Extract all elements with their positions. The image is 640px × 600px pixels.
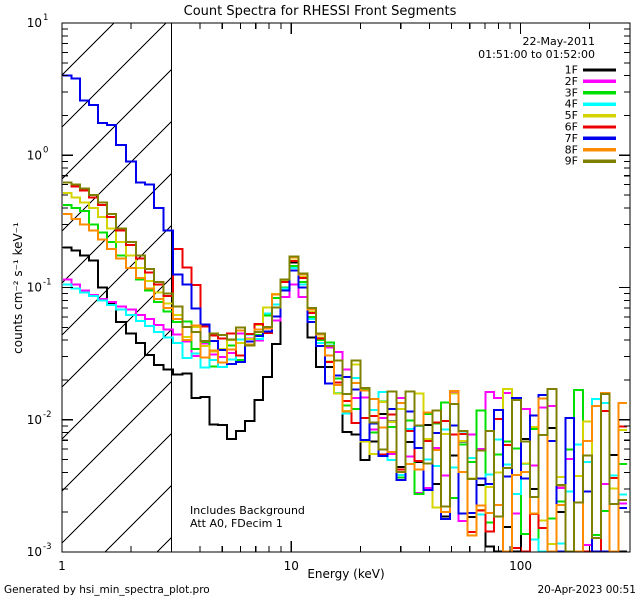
svg-text:10: 10	[27, 281, 42, 295]
legend-label-6f: 6F	[565, 121, 578, 134]
chart-title: Count Spectra for RHESSI Front Segments	[184, 4, 457, 19]
spectrum-line-6f	[62, 181, 628, 552]
x-tick-label: 10	[284, 559, 299, 573]
svg-text:-2: -2	[43, 410, 51, 420]
footer-generated-by: Generated by hsi_min_spectra_plot.pro	[4, 584, 210, 596]
svg-text:10: 10	[27, 545, 42, 559]
x-tick-label: 1	[58, 559, 66, 573]
x-axis-tick-labels: 1 10 100	[58, 559, 532, 573]
legend-label-3f: 3F	[565, 86, 578, 99]
spectrum-line-5f	[62, 191, 628, 552]
spectrum-line-3f	[62, 204, 628, 552]
y-tick-label: 10 -1	[27, 278, 52, 295]
hatch-line	[104, 484, 172, 552]
spectrum-line-7f	[62, 74, 628, 552]
background-note: Includes Background	[190, 504, 305, 517]
legend-label-2f: 2F	[565, 75, 578, 88]
y-axis-title: counts cm⁻² s⁻¹ keV⁻¹	[11, 222, 25, 354]
legend-label-5f: 5F	[565, 109, 578, 122]
svg-text:10: 10	[27, 413, 42, 427]
svg-text:-3: -3	[43, 542, 51, 552]
y-tick-label: 10 1	[27, 13, 49, 30]
hatch-line	[62, 432, 172, 544]
y-tick-label: 10 -2	[27, 410, 52, 427]
legend-label-9f: 9F	[565, 155, 578, 168]
observation-date: 22-May-2011	[523, 35, 595, 48]
observation-time-range: 01:51:00 to 01:52:00	[478, 48, 595, 61]
legend-label-7f: 7F	[565, 132, 578, 145]
plot-frame	[61, 22, 631, 553]
hatch-line	[62, 276, 172, 388]
attenuator-note: Att A0, FDecim 1	[190, 517, 283, 530]
spectra-series-group	[62, 74, 628, 552]
svg-text:0: 0	[43, 145, 48, 155]
y-tick-label: 10 -3	[27, 542, 52, 559]
svg-text:-1: -1	[43, 278, 51, 288]
spectrum-line-2f	[62, 278, 628, 552]
spectrum-line-1f	[62, 246, 628, 552]
spectrum-line-9f	[62, 181, 628, 552]
footer-timestamp: 20-Apr-2023 00:51	[537, 584, 636, 596]
excluded-band-hatching	[62, 23, 172, 552]
svg-text:10: 10	[27, 16, 42, 30]
hatch-line	[62, 23, 167, 128]
legend-label-8f: 8F	[565, 143, 578, 156]
svg-text:1: 1	[43, 13, 48, 23]
spectrum-line-8f	[62, 212, 628, 552]
legend-label-4f: 4F	[565, 98, 578, 111]
x-axis-title: Energy (keV)	[307, 567, 384, 581]
hatch-line	[62, 68, 172, 180]
hatch-line	[62, 380, 172, 492]
svg-text:10: 10	[27, 148, 42, 162]
x-tick-label: 100	[509, 559, 532, 573]
hatch-line	[62, 224, 172, 336]
y-tick-label: 10 0	[27, 145, 49, 162]
legend-label-1f: 1F	[565, 64, 578, 77]
axes-group	[61, 22, 631, 553]
